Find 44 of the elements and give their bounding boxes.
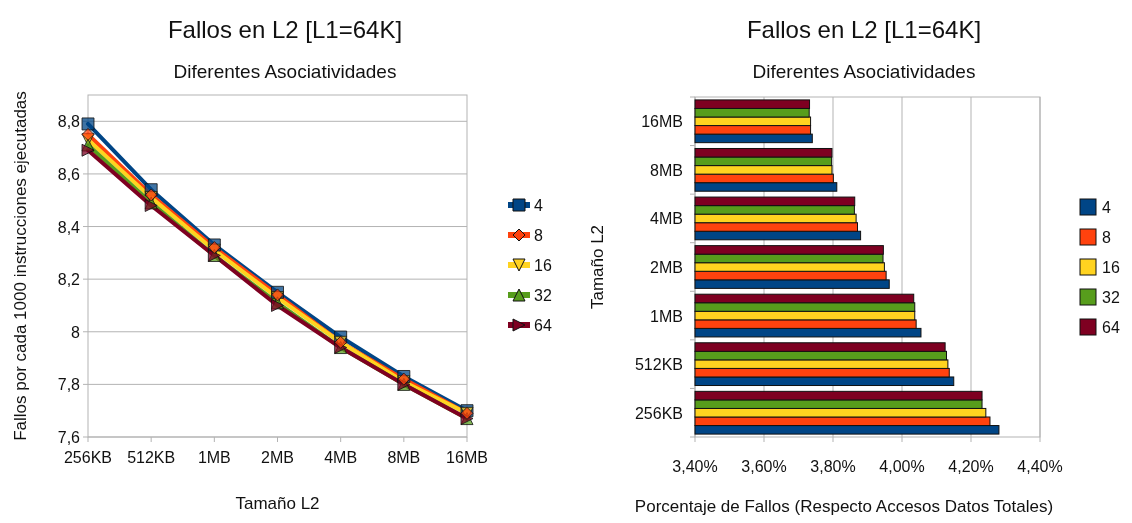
legend-label: 64 bbox=[1102, 319, 1120, 336]
chart-title: Fallos en L2 [L1=64K] bbox=[167, 16, 403, 43]
legend-label: 4 bbox=[534, 197, 543, 214]
legend-label: 32 bbox=[534, 287, 552, 304]
chart-subtitle: Diferentes Asociatividades bbox=[752, 61, 976, 82]
y-tick-label: 8,8 bbox=[57, 113, 81, 131]
y-tick-label: 16MB bbox=[641, 113, 683, 131]
x-tick-label: 2MB bbox=[261, 449, 294, 466]
x-tick-label: 1MB bbox=[197, 449, 231, 466]
chart-title: Fallos en L2 [L1=64K] bbox=[746, 16, 982, 43]
x-tick-label: 3,60% bbox=[741, 458, 787, 475]
x-tick-label: 16MB bbox=[446, 449, 488, 466]
legend-label: 16 bbox=[534, 257, 552, 274]
legend-label: 16 bbox=[1102, 259, 1120, 276]
x-tick-label: 3,80% bbox=[810, 458, 856, 475]
y-axis-title: Fallos por cada 1000 instrucciones ejecutadas bbox=[11, 91, 30, 441]
x-tick-label: 4,40% bbox=[1017, 458, 1063, 475]
y-tick-label: 8,4 bbox=[57, 218, 81, 236]
y-tick-label: 8MB bbox=[650, 161, 683, 179]
legend-label: 8 bbox=[534, 227, 543, 244]
x-tick-label: 512KB bbox=[127, 449, 176, 466]
x-tick-label: 4,20% bbox=[948, 458, 994, 475]
y-tick-label: 1MB bbox=[650, 307, 683, 325]
y-tick-label: 8,2 bbox=[57, 271, 81, 289]
legend-label: 4 bbox=[1102, 199, 1111, 216]
x-axis-title: Porcentaje de Fallos (Respecto Accesos Datos Totales) bbox=[634, 497, 1054, 516]
x-tick-label: 8MB bbox=[387, 449, 421, 466]
y-tick-label: 256KB bbox=[634, 404, 683, 422]
y-tick-label: 8,6 bbox=[57, 165, 81, 183]
y-axis-title: Tamaño L2 bbox=[588, 224, 607, 310]
x-tick-label: 4,00% bbox=[879, 458, 925, 475]
y-tick-label: 7,8 bbox=[57, 376, 81, 394]
legend-label: 8 bbox=[1102, 229, 1111, 246]
x-axis-title: Tamaño L2 bbox=[235, 494, 320, 513]
y-tick-label: 2MB bbox=[650, 259, 683, 276]
y-tick-label: 7,6 bbox=[57, 429, 81, 446]
y-tick-label: 8 bbox=[71, 323, 81, 341]
x-tick-label: 4MB bbox=[324, 449, 358, 466]
y-tick-label: 4MB bbox=[650, 210, 683, 228]
chart-subtitle: Diferentes Asociatividades bbox=[173, 61, 397, 82]
x-tick-label: 3,40% bbox=[672, 458, 718, 475]
legend-label: 32 bbox=[1102, 289, 1120, 306]
legend-label: 64 bbox=[534, 317, 552, 334]
y-tick-label: 512KB bbox=[634, 356, 683, 374]
